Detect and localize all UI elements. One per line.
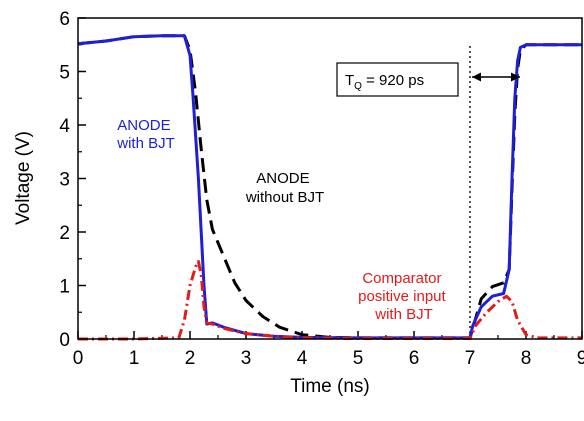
- annotation-anode-with-bjt: ANODE with BJT: [116, 117, 175, 152]
- y-tick-label: 6: [59, 9, 70, 30]
- axis-ticks: [77, 17, 583, 340]
- y-tick-label: 2: [59, 223, 70, 244]
- x-tick-label: 8: [521, 348, 532, 369]
- tq-arrow-head-left: [472, 72, 481, 82]
- x-tick-label: 2: [185, 348, 196, 369]
- x-tick-label: 5: [353, 348, 364, 369]
- x-tick-label: 6: [409, 348, 420, 369]
- x-tick-label: 1: [129, 348, 140, 369]
- y-tick-label: 5: [59, 63, 70, 84]
- series-lines: [77, 34, 582, 341]
- tq-box: [336, 62, 459, 97]
- annotation-anode-without-bjt-line2: without BJT: [245, 189, 324, 206]
- tq-arrow-head-right: [511, 72, 520, 82]
- annotation-comparator-line2: positive input: [358, 288, 446, 305]
- annotation-anode-without-bjt: ANODE without BJT: [245, 170, 324, 206]
- x-tick-label: 9: [577, 348, 584, 369]
- y-tick-label: 0: [59, 330, 70, 351]
- x-tick-label: 0: [73, 348, 84, 369]
- y-tick-label: 3: [59, 170, 70, 191]
- annotation-comparator: Comparator positive input with BJT: [358, 270, 450, 323]
- y-axis-title: Voltage (V): [13, 131, 34, 225]
- tq-label: TQ = 920 ps: [345, 72, 424, 92]
- x-tick-labels: 0 1 2 3 4 5 6 7 8 9: [73, 348, 584, 369]
- tq-label-sub: Q: [354, 81, 362, 92]
- y-tick-labels: 0 1 2 3 4 5 6: [59, 9, 70, 351]
- annotation-comparator-line3: with BJT: [374, 306, 433, 323]
- x-tick-label: 4: [297, 348, 308, 369]
- annotation-anode-with-bjt-line1: ANODE: [117, 117, 170, 134]
- y-tick-label: 1: [59, 277, 70, 298]
- plot-frame: [77, 17, 583, 340]
- annotation-anode-without-bjt-line1: ANODE: [256, 170, 309, 187]
- y-tick-label: 4: [59, 116, 70, 137]
- tq-label-main: T: [345, 72, 354, 89]
- series-line-anode-with-bjt: [77, 34, 582, 340]
- x-tick-label: 7: [465, 348, 476, 369]
- x-axis-title: Time (ns): [290, 376, 370, 397]
- annotation-comparator-line1: Comparator: [362, 270, 441, 287]
- series-line-comparator-positive-input-with-bjt: [78, 259, 582, 341]
- annotation-anode-with-bjt-line2: with BJT: [116, 135, 175, 152]
- x-tick-label: 3: [241, 348, 252, 369]
- series-line-anode-without-bjt: [77, 34, 582, 340]
- tq-label-rest: = 920 ps: [362, 72, 424, 89]
